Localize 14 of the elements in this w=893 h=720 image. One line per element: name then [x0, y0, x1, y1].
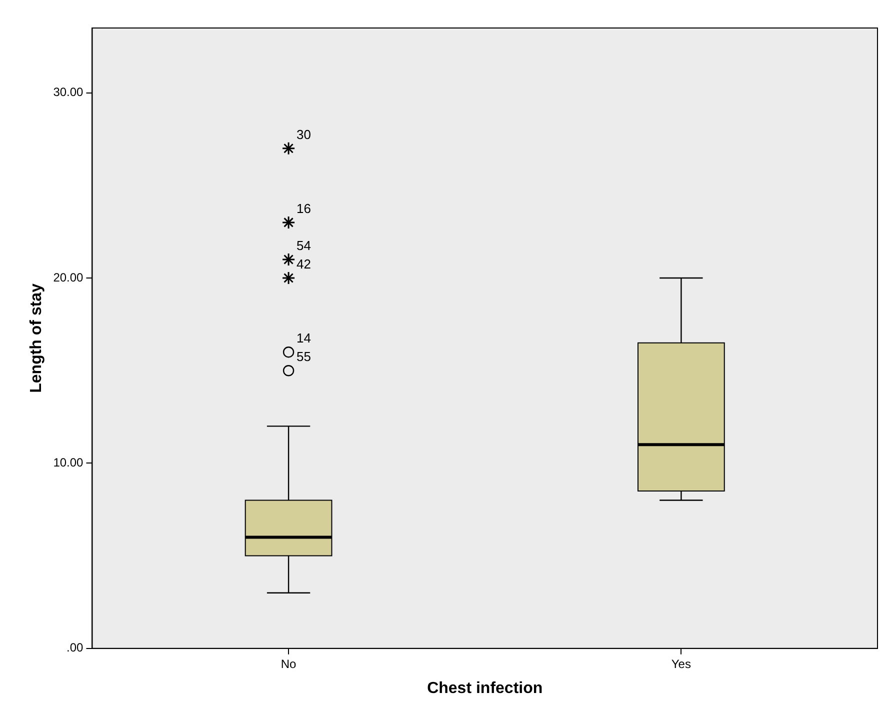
y-tick-label: .00 [66, 640, 84, 655]
x-tick-label: No [280, 656, 297, 671]
x-tick-label: Yes [671, 656, 691, 671]
annotation: 55 [296, 349, 312, 364]
annotation: 30 [296, 126, 312, 142]
y-axis-title: Length of stay [28, 283, 46, 393]
annotation: 16 [296, 201, 312, 216]
annotation: 14 [296, 330, 312, 346]
annotation: 42 [296, 256, 312, 272]
y-tick-label: 10.00 [53, 456, 84, 470]
x-axis-title: Chest infection [427, 680, 543, 697]
y-tick-label: 20.00 [53, 270, 84, 284]
annotation: 54 [296, 238, 312, 254]
y-tick-label: 30.00 [53, 85, 84, 100]
